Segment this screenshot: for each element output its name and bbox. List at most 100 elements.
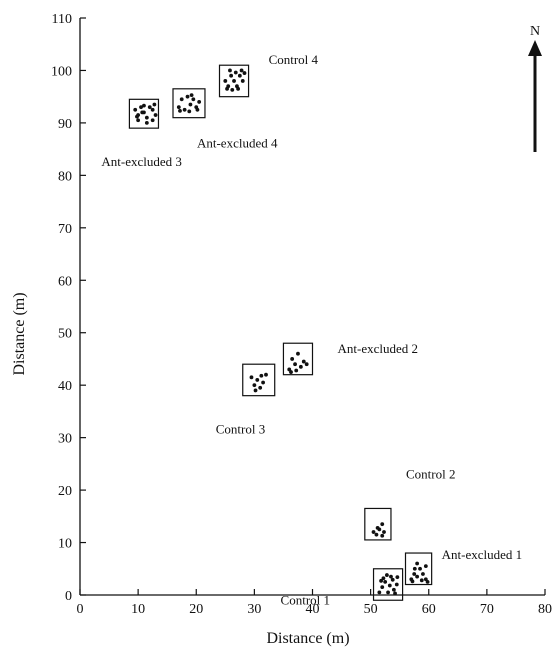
x-tick-label: 20 xyxy=(189,602,203,617)
x-tick-label: 80 xyxy=(538,602,552,617)
plot-point xyxy=(382,530,386,534)
plot-group: Control 3 xyxy=(216,363,276,437)
plot-box xyxy=(242,363,276,397)
plot-box xyxy=(372,568,404,601)
plot-point xyxy=(301,359,306,364)
x-tick-label: 70 xyxy=(480,602,494,617)
plot-point xyxy=(236,86,241,91)
plot-point xyxy=(375,525,380,530)
plot-point xyxy=(418,566,422,571)
plot-point xyxy=(258,385,263,390)
plot-point xyxy=(233,70,238,75)
x-tick-label: 50 xyxy=(364,602,378,617)
plot-point xyxy=(135,114,139,119)
plot-point xyxy=(144,121,149,125)
plot-group: Control 1 xyxy=(281,568,404,608)
plot-point xyxy=(393,591,397,596)
plot-point xyxy=(229,73,234,78)
plot-point xyxy=(385,573,389,577)
plot-point xyxy=(185,94,190,99)
plot-point xyxy=(377,590,382,595)
plot-point xyxy=(304,362,309,367)
plot-point xyxy=(242,71,247,75)
plot-point xyxy=(421,572,425,576)
plot-group: Ant-excluded 3 xyxy=(101,98,182,169)
plot-point xyxy=(410,579,415,584)
plot-point xyxy=(261,380,265,385)
plot-point xyxy=(380,522,385,527)
plot-point xyxy=(423,564,428,569)
plot-label: Ant-excluded 4 xyxy=(197,136,278,151)
plot-box xyxy=(282,342,314,376)
plot-point xyxy=(197,100,202,104)
plot-point xyxy=(230,87,235,92)
y-axis-label: Distance (m) xyxy=(11,292,28,375)
plot-point xyxy=(223,79,228,83)
x-tick-label: 10 xyxy=(131,602,145,617)
plot-box xyxy=(404,552,433,586)
plot-point xyxy=(415,574,420,579)
plot-point xyxy=(188,102,193,107)
y-tick-label: 20 xyxy=(58,484,72,499)
y-tick-label: 10 xyxy=(58,537,72,552)
plot-point xyxy=(371,530,376,534)
x-tick-label: 60 xyxy=(422,602,436,617)
plot-point xyxy=(289,370,293,374)
plot-point xyxy=(133,107,138,112)
plot-point xyxy=(419,578,424,583)
plot-point xyxy=(136,118,141,123)
y-tick-label: 0 xyxy=(65,589,72,604)
plot-point xyxy=(387,583,392,588)
plot-point xyxy=(239,68,244,73)
plot-label: Control 2 xyxy=(406,466,455,481)
plot-point xyxy=(140,110,145,115)
axes xyxy=(79,18,545,596)
plot-point xyxy=(412,572,417,576)
north-label: N xyxy=(530,24,540,39)
plot-point xyxy=(179,97,184,102)
plot-point xyxy=(187,109,192,114)
y-tick-label: 60 xyxy=(58,274,72,289)
plot-point xyxy=(139,105,143,110)
plot-point xyxy=(395,575,400,580)
plot-box xyxy=(128,98,160,129)
plot-point xyxy=(150,107,155,112)
plot-point xyxy=(195,107,200,112)
plot-point xyxy=(296,351,300,356)
plot-point xyxy=(425,579,430,584)
x-axis-label: Distance (m) xyxy=(266,630,349,647)
plot-point xyxy=(298,364,303,369)
north-arrow: N xyxy=(528,24,542,152)
plot-point xyxy=(232,79,236,83)
x-tick-label: 40 xyxy=(306,602,320,617)
plot-point xyxy=(142,103,146,108)
plots: Ant-excluded 3 Ant-excluded 4 Control 4 Con… xyxy=(101,52,522,607)
plot-point xyxy=(264,372,268,377)
plot-group: Ant-excluded 2 xyxy=(282,341,418,376)
plot-point xyxy=(240,79,245,83)
plot-point xyxy=(178,108,182,113)
plot-point xyxy=(394,582,399,587)
plot-point xyxy=(381,576,386,581)
plot-point xyxy=(225,86,229,91)
y-tick-label: 110 xyxy=(52,12,72,27)
plot-point xyxy=(253,388,258,393)
y-tick-label: 40 xyxy=(58,379,72,394)
y-tick-label: 100 xyxy=(51,64,72,79)
plot-point xyxy=(294,368,299,373)
y-tick-label: 30 xyxy=(58,432,72,447)
plot-group: Ant-excluded 1 xyxy=(404,547,522,586)
plot-point xyxy=(153,113,158,117)
plot-label: Control 4 xyxy=(269,52,319,67)
plot-group: Control 2 xyxy=(364,466,455,541)
plot-label: Control 3 xyxy=(216,422,265,437)
plot-label: Ant-excluded 3 xyxy=(101,154,182,169)
y-tick-label: 80 xyxy=(58,169,72,184)
plot-point xyxy=(191,97,196,102)
plot-box xyxy=(218,64,250,98)
plot-point xyxy=(415,561,420,566)
plot-label: Control 1 xyxy=(281,593,330,608)
plot-point xyxy=(252,383,257,388)
plot-point xyxy=(152,102,157,107)
